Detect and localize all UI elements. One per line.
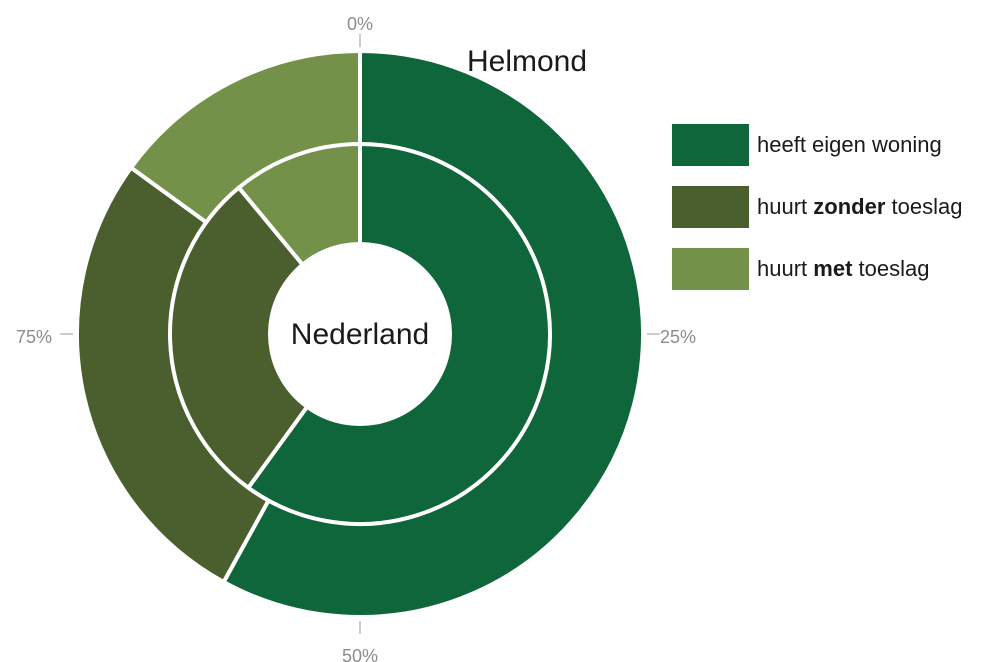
legend-item-eigen-woning: heeft eigen woning: [672, 124, 962, 166]
legend: heeft eigen woning huurt zonder toeslag …: [672, 124, 962, 310]
legend-label-zonder-toeslag: huurt zonder toeslag: [757, 194, 963, 219]
legend-label-met-toeslag: huurt met toeslag: [757, 256, 930, 281]
tick-label-75: 75%: [16, 327, 52, 347]
chart-slices: [75, 48, 645, 619]
tick-label-0: 0%: [347, 14, 373, 34]
legend-swatch-zonder-toeslag: [672, 186, 749, 228]
legend-label-eigen-woning: heeft eigen woning: [757, 132, 942, 157]
legend-item-zonder-toeslag: huurt zonder toeslag: [672, 186, 962, 228]
donut-hole: [268, 242, 452, 426]
tick-label-50: 50%: [342, 646, 378, 662]
inner-slice-1: [168, 184, 363, 491]
tick-marks: [60, 34, 660, 634]
outer-ring-label: Helmond: [467, 45, 587, 78]
inner-ring-label: Nederland: [291, 318, 429, 351]
legend-swatch-met-toeslag: [672, 248, 749, 290]
tick-label-25: 25%: [660, 327, 696, 347]
legend-item-met-toeslag: huurt met toeslag: [672, 248, 962, 290]
legend-swatch-eigen-woning: [672, 124, 749, 166]
